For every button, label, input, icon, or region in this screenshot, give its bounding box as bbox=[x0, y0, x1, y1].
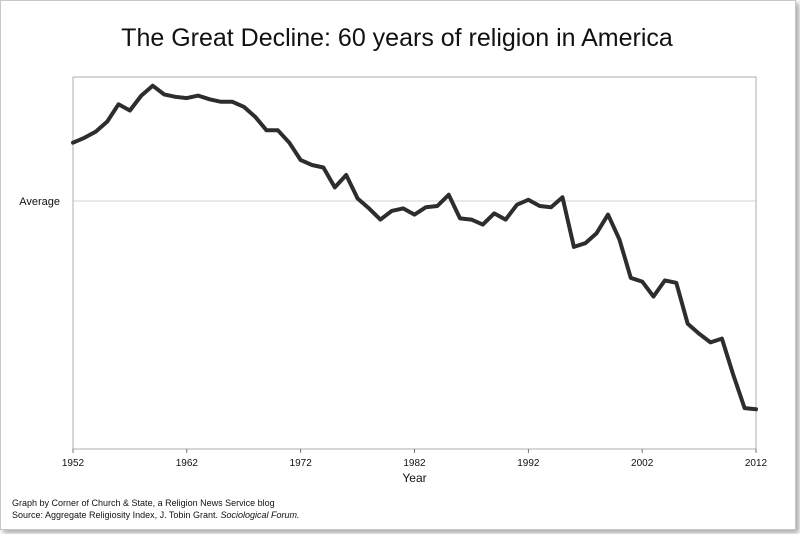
chart-title: The Great Decline: 60 years of religion … bbox=[121, 24, 673, 52]
footer-source-prefix: Source: Aggregate Religiosity Index, J. … bbox=[12, 510, 218, 520]
x-axis-label: Year bbox=[402, 471, 426, 485]
x-tick-label-2002: 2002 bbox=[631, 458, 654, 469]
x-tick-label-1982: 1982 bbox=[403, 458, 426, 469]
series-line-religiosity bbox=[71, 83, 758, 412]
x-tick-label-1962: 1962 bbox=[176, 458, 199, 469]
footer: Graph by Corner of Church & State, a Rel… bbox=[12, 497, 300, 521]
footer-credit: Graph by Corner of Church & State, a Rel… bbox=[12, 498, 275, 508]
x-tick-label-1992: 1992 bbox=[517, 458, 540, 469]
x-tick-label-1952: 1952 bbox=[62, 458, 85, 469]
x-tick-label-2012: 2012 bbox=[745, 458, 768, 469]
plot-area bbox=[72, 76, 757, 450]
x-tick-label-1972: 1972 bbox=[290, 458, 313, 469]
x-axis-ticks: 1952 1962 1972 1982 1992 2002 2012 bbox=[62, 449, 768, 469]
footer-source-journal: Sociological Forum. bbox=[220, 510, 300, 520]
average-label: Average bbox=[19, 196, 60, 208]
footer-source: Source: Aggregate Religiosity Index, J. … bbox=[12, 509, 300, 521]
